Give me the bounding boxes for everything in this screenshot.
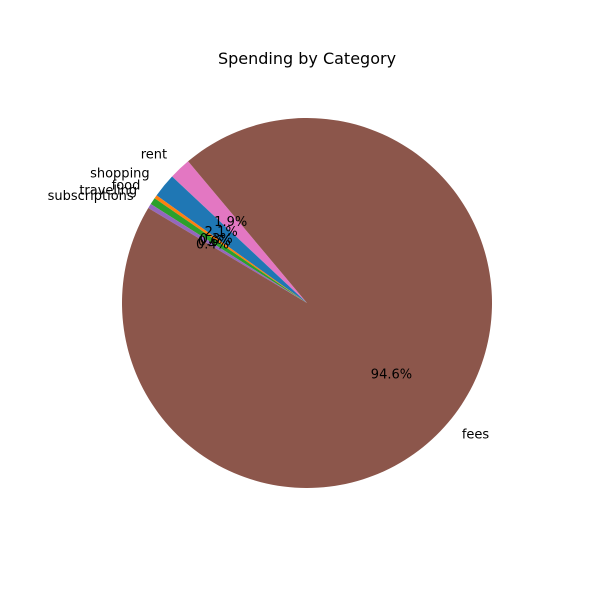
pct-label-rent: 1.9% <box>214 215 247 230</box>
pie-slice-subscriptions <box>148 204 307 303</box>
chart-title: Spending by Category <box>218 49 396 68</box>
pct-label-food: 0.3% <box>200 232 233 247</box>
pie-slice-traveling <box>150 198 307 303</box>
pie-slice-shopping <box>156 176 307 303</box>
slice-label-rent: rent <box>141 148 167 163</box>
pct-label-shopping: 2.1% <box>205 225 238 240</box>
pie-slice-fees <box>122 118 492 489</box>
pie-slice-food <box>154 195 307 303</box>
pie-slice-rent <box>172 161 307 303</box>
pie-slices <box>122 118 492 489</box>
pie-labels: rent 1.9% shopping 2.1% food 0.3% traveling 0.6… <box>48 148 490 443</box>
slice-label-traveling: traveling <box>79 183 137 198</box>
slice-label-shopping: shopping <box>90 166 150 181</box>
pct-label-traveling: 0.6% <box>198 234 231 249</box>
pct-label-fees: 94.6% <box>371 368 412 383</box>
slice-label-food: food <box>112 179 141 194</box>
pct-label-subscriptions: 0.4% <box>196 237 229 252</box>
slice-label-subscriptions: subscriptions <box>48 189 134 204</box>
slice-label-fees: fees <box>462 428 490 443</box>
